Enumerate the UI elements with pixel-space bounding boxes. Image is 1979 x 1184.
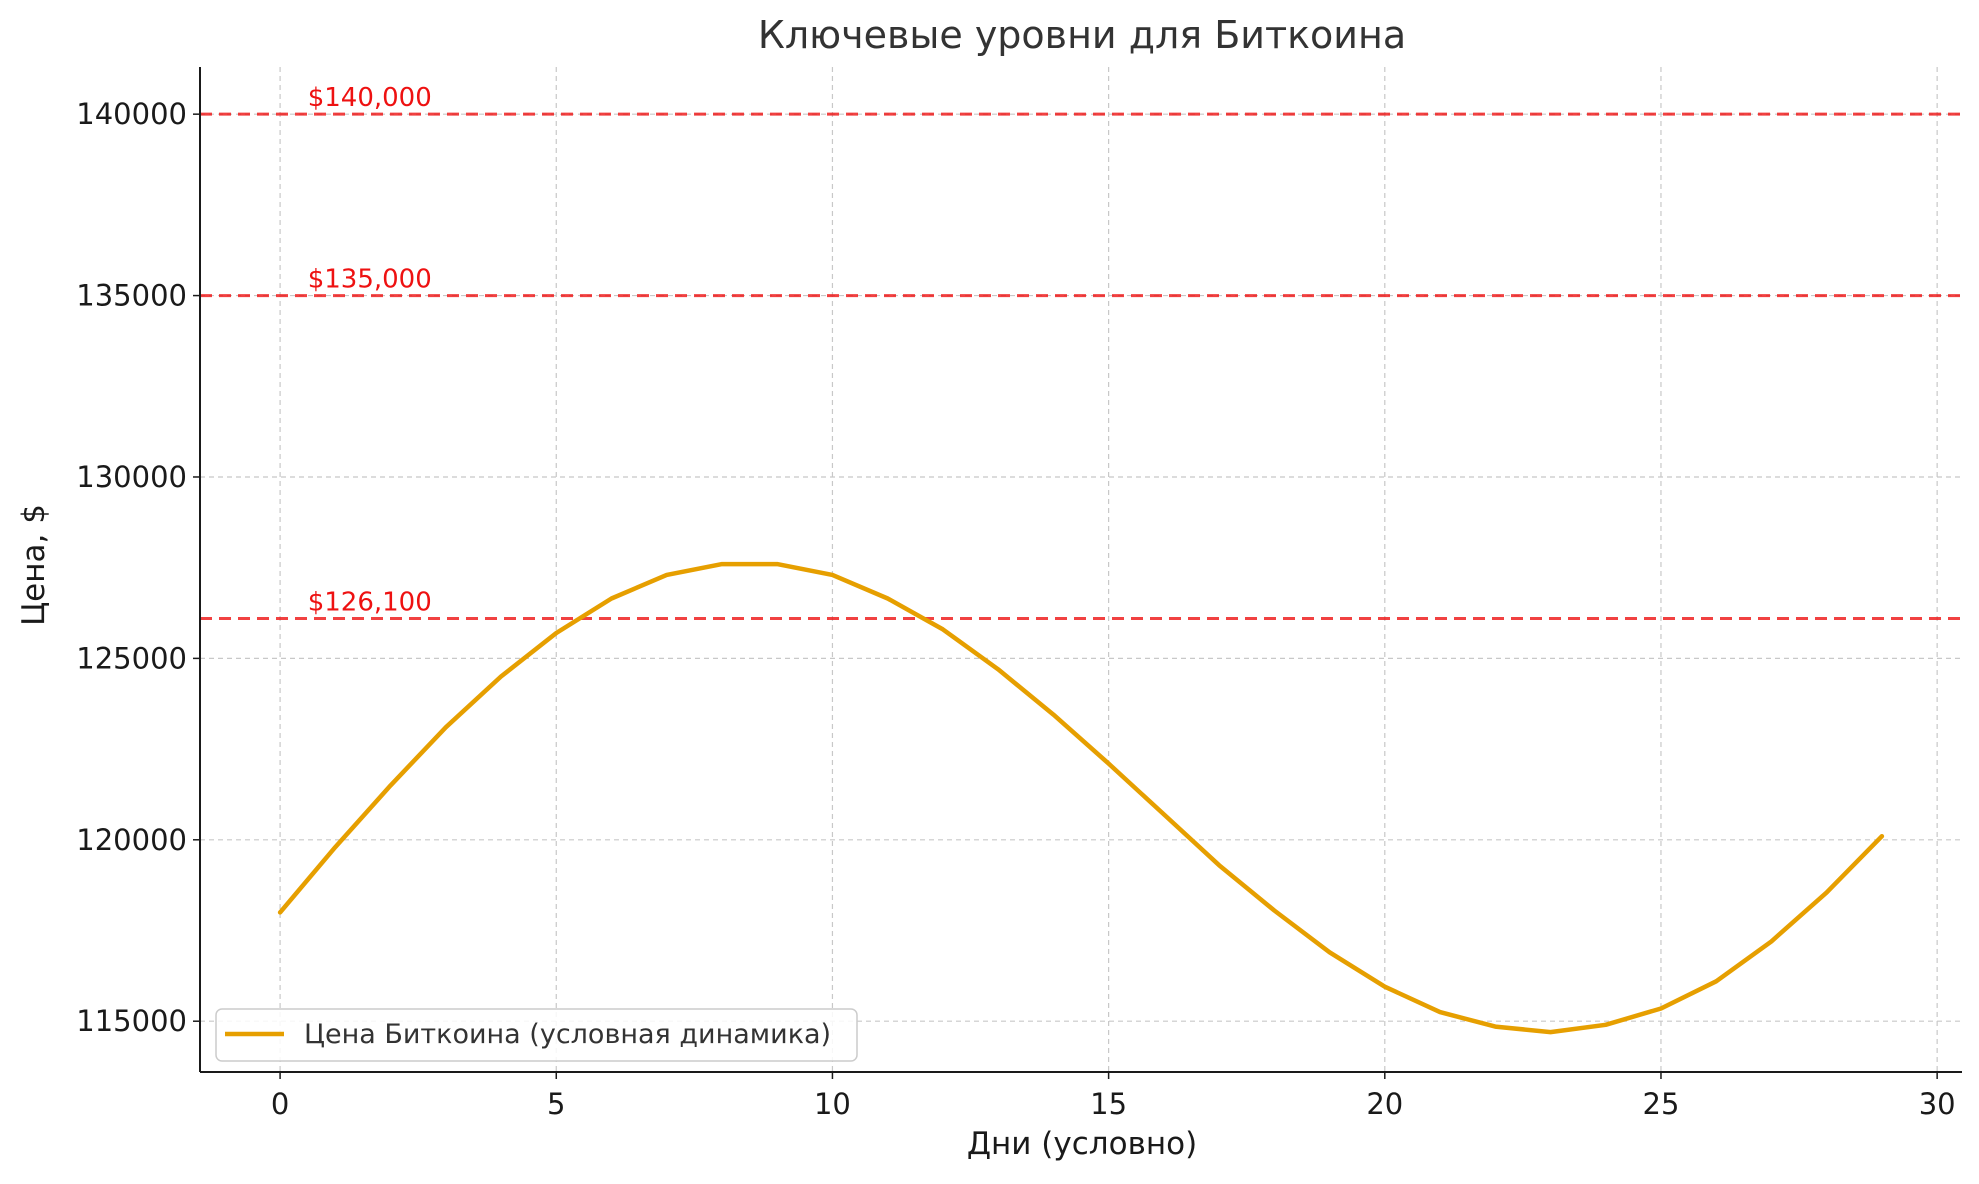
reference-line-label: $126,100	[308, 587, 432, 617]
price-series-line	[277, 561, 1885, 1035]
axes-layer	[199, 67, 1962, 1073]
reference-line-label: $140,000	[308, 83, 432, 113]
y-tick-label: 120000	[76, 823, 187, 857]
series-layer	[277, 561, 1885, 1035]
x-tick-label: 20	[1366, 1087, 1403, 1121]
x-tick-label: 10	[814, 1087, 851, 1121]
chart-title: Ключевые уровни для Биткоина	[758, 13, 1406, 57]
y-tick-label: 135000	[76, 279, 187, 313]
y-tick-label: 140000	[76, 97, 187, 131]
x-tick-label: 0	[271, 1087, 289, 1121]
y-tick-label: 115000	[76, 1004, 187, 1038]
grid-layer	[200, 67, 1962, 1072]
x-tick-label: 15	[1090, 1087, 1127, 1121]
x-tick-label: 30	[1919, 1087, 1956, 1121]
reference-lines-layer: $140,000 $135,000 $126,100	[200, 83, 1962, 620]
x-tick-label: 5	[547, 1087, 565, 1121]
y-axis-label: Цена, $	[16, 504, 52, 626]
reference-line-label: $135,000	[308, 265, 432, 295]
legend-box	[215, 1008, 858, 1062]
legend: Цена Биткоина (условная динамика)	[215, 1008, 858, 1062]
x-tick-label: 25	[1643, 1087, 1680, 1121]
ticks-layer: 0 5 10 15 20 25 30 115000 120000 125000 130000 1350…	[76, 97, 1955, 1121]
y-tick-label: 130000	[76, 460, 187, 494]
y-tick-label: 125000	[76, 641, 187, 675]
x-axis-label: Дни (условно)	[967, 1126, 1197, 1162]
legend-label: Цена Биткоина (условная динамика)	[304, 1019, 831, 1050]
